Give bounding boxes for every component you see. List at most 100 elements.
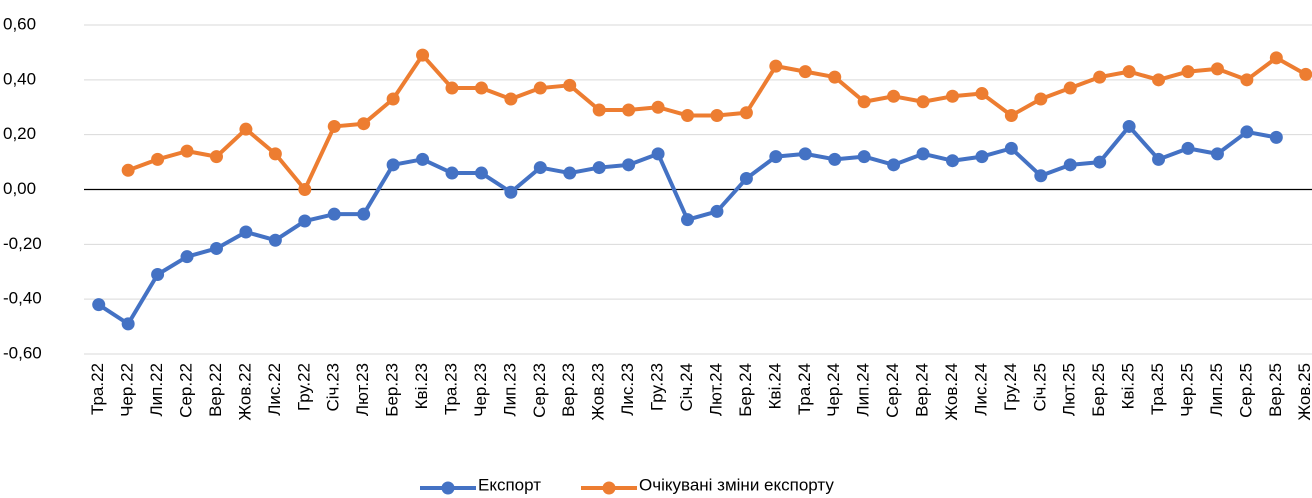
data-point (975, 150, 989, 164)
y-tick-label: 0,00 (3, 179, 36, 198)
x-tick-label: Лис.22 (265, 363, 284, 416)
data-point (416, 48, 430, 62)
x-tick-label: Тра.24 (795, 363, 814, 415)
data-point (180, 250, 194, 264)
data-point (945, 154, 959, 168)
x-tick-label: Лип.25 (1207, 363, 1226, 417)
y-tick-label: -0,60 (3, 343, 42, 362)
data-point (739, 172, 753, 186)
data-point (651, 147, 665, 161)
data-point (445, 166, 459, 180)
data-point (268, 233, 282, 247)
data-point (1063, 158, 1077, 172)
data-point (651, 100, 665, 114)
data-point (857, 150, 871, 164)
data-point (1122, 65, 1136, 79)
data-point (798, 65, 812, 79)
data-point (121, 317, 135, 331)
data-point (504, 185, 518, 199)
data-point (268, 147, 282, 161)
data-point (209, 241, 223, 255)
x-tick-label: Лип.23 (500, 363, 519, 417)
x-tick-label: Лип.22 (147, 363, 166, 417)
data-point (1152, 73, 1166, 87)
x-tick-label: Бер.25 (1089, 363, 1108, 417)
y-tick-label: 0,60 (3, 14, 36, 33)
x-tick-label: Кві.25 (1119, 363, 1138, 409)
x-tick-label: Жов.23 (589, 363, 608, 421)
data-point (1093, 70, 1107, 84)
data-point (681, 213, 695, 227)
data-point (828, 70, 842, 84)
legend-label: Експорт (478, 475, 541, 494)
x-tick-label: Січ.23 (324, 363, 343, 412)
data-point (681, 108, 695, 122)
data-point (445, 81, 459, 95)
data-point (1210, 147, 1224, 161)
data-point (533, 161, 547, 175)
data-point (563, 166, 577, 180)
x-tick-label: Бер.24 (736, 363, 755, 417)
data-point (1034, 169, 1048, 183)
data-point (710, 204, 724, 218)
data-point (916, 95, 930, 109)
data-point (622, 158, 636, 172)
x-tick-label: Лип.24 (854, 363, 873, 417)
data-point (1122, 119, 1136, 133)
data-point (1240, 73, 1254, 87)
data-point (1240, 125, 1254, 139)
x-tick-label: Чер.24 (824, 363, 843, 417)
x-tick-label: Сер.24 (883, 363, 902, 418)
x-tick-label: Січ.24 (677, 363, 696, 412)
x-tick-label: Жов.22 (235, 363, 254, 421)
x-tick-label: Січ.25 (1030, 363, 1049, 412)
legend-label: Очікувані зміни експорту (639, 475, 834, 494)
x-tick-label: Тра.25 (1148, 363, 1167, 415)
x-tick-label: Гру.22 (294, 363, 313, 411)
data-point (357, 117, 371, 131)
data-point (739, 106, 753, 120)
data-point (151, 152, 165, 166)
x-tick-label: Вер.25 (1266, 363, 1285, 417)
x-tick-label: Лют.23 (353, 363, 372, 416)
x-tick-label: Сер.22 (177, 363, 196, 418)
data-point (1034, 92, 1048, 106)
data-point (916, 147, 930, 161)
data-point (209, 150, 223, 164)
x-tick-label: Чер.23 (471, 363, 490, 417)
data-point (1269, 51, 1283, 65)
data-point (798, 147, 812, 161)
x-tick-label: Тра.22 (88, 363, 107, 415)
data-point (1004, 141, 1018, 155)
x-tick-label: Чер.22 (118, 363, 137, 417)
y-tick-label: 0,40 (3, 69, 36, 88)
data-point (357, 207, 371, 221)
data-point (622, 103, 636, 117)
x-tick-label: Чер.25 (1177, 363, 1196, 417)
data-point (592, 161, 606, 175)
x-tick-label: Сер.25 (1236, 363, 1255, 418)
data-point (1210, 62, 1224, 76)
data-point (151, 267, 165, 281)
data-point (1181, 65, 1195, 79)
x-tick-label: Тра.23 (441, 363, 460, 415)
y-tick-label: 0,20 (3, 124, 36, 143)
data-point (1299, 67, 1312, 81)
data-point (769, 59, 783, 73)
data-point (563, 78, 577, 92)
data-point (769, 150, 783, 164)
data-point (945, 89, 959, 103)
x-tick-label: Лис.23 (618, 363, 637, 416)
data-point (1152, 152, 1166, 166)
data-point (975, 87, 989, 101)
x-tick-label: Вер.22 (206, 363, 225, 417)
data-point (1063, 81, 1077, 95)
data-point (474, 166, 488, 180)
x-tick-label: Лют.24 (706, 363, 725, 416)
data-point (239, 122, 253, 136)
data-point (504, 92, 518, 106)
x-tick-label: Лют.25 (1060, 363, 1079, 416)
data-point (92, 298, 106, 312)
data-point (327, 207, 341, 221)
